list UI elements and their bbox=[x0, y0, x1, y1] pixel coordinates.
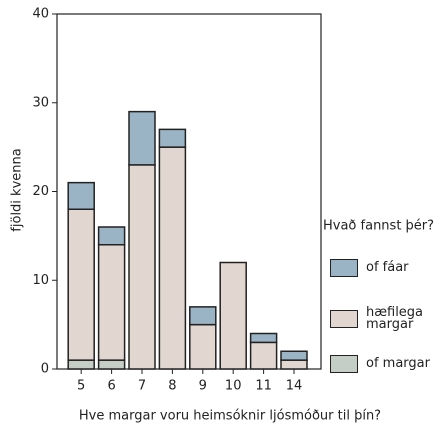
bar-segment bbox=[158, 128, 187, 148]
x-tick-label: 11 bbox=[255, 379, 272, 394]
bar-segment bbox=[97, 226, 126, 246]
legend-swatch bbox=[330, 355, 358, 373]
legend-swatch bbox=[330, 310, 358, 328]
plot-frame bbox=[56, 13, 322, 370]
legend-title: Hvað fannst þér? bbox=[323, 219, 434, 234]
y-tick-label: 10 bbox=[32, 273, 49, 288]
bar-segment bbox=[128, 110, 156, 166]
y-axis-label: fjöldi kvenna bbox=[10, 148, 25, 231]
x-axis-label: Hve margar voru heimsóknir ljósmóður til… bbox=[79, 409, 381, 424]
bar-segment bbox=[67, 359, 95, 370]
bar-segment bbox=[67, 208, 95, 361]
bar-segment bbox=[249, 341, 278, 370]
x-tick-label: 14 bbox=[286, 379, 303, 394]
legend-item: of fáar bbox=[330, 259, 443, 277]
y-tick-label: 0 bbox=[41, 362, 49, 377]
bar-segment bbox=[67, 181, 95, 210]
bar-segment bbox=[97, 359, 126, 370]
legend-label: of fáar bbox=[366, 260, 409, 275]
bar-segment bbox=[280, 350, 308, 361]
y-tick-label: 40 bbox=[32, 7, 49, 22]
legend-item: hæfilega margar bbox=[330, 305, 443, 332]
bar-segment bbox=[189, 306, 217, 326]
x-tick-label: 5 bbox=[77, 379, 85, 394]
bar-segment bbox=[97, 244, 126, 361]
bar-segment bbox=[158, 146, 187, 370]
bar-segment bbox=[280, 359, 308, 370]
x-tick-label: 8 bbox=[168, 379, 176, 394]
bar-segment bbox=[249, 332, 278, 344]
bar-segment bbox=[219, 261, 247, 370]
legend-swatch bbox=[330, 259, 358, 277]
x-tick-label: 6 bbox=[107, 379, 115, 394]
bar-segment bbox=[189, 323, 217, 370]
x-tick-label: 9 bbox=[199, 379, 207, 394]
y-tick-label: 20 bbox=[32, 184, 49, 199]
x-tick-label: 7 bbox=[138, 379, 146, 394]
bar-segment bbox=[128, 164, 156, 370]
legend-label: of margar bbox=[366, 356, 430, 371]
legend-label: hæfilega margar bbox=[366, 305, 424, 332]
y-tick-label: 30 bbox=[32, 95, 49, 110]
legend-item: of margar bbox=[330, 355, 443, 373]
x-tick-label: 10 bbox=[225, 379, 242, 394]
